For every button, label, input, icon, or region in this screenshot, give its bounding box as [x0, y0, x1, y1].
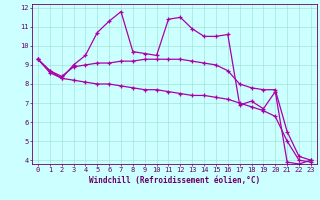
- X-axis label: Windchill (Refroidissement éolien,°C): Windchill (Refroidissement éolien,°C): [89, 176, 260, 185]
